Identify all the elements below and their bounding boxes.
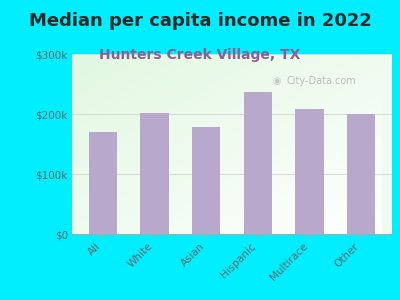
- Bar: [244, 92, 272, 234]
- Text: ◉: ◉: [272, 76, 281, 86]
- Text: Median per capita income in 2022: Median per capita income in 2022: [28, 12, 372, 30]
- Bar: [347, 114, 375, 234]
- Bar: [295, 109, 324, 234]
- Text: Hunters Creek Village, TX: Hunters Creek Village, TX: [99, 48, 301, 62]
- Bar: [192, 127, 220, 234]
- Text: City-Data.com: City-Data.com: [287, 76, 356, 86]
- Bar: [140, 113, 169, 234]
- Bar: [89, 132, 117, 234]
